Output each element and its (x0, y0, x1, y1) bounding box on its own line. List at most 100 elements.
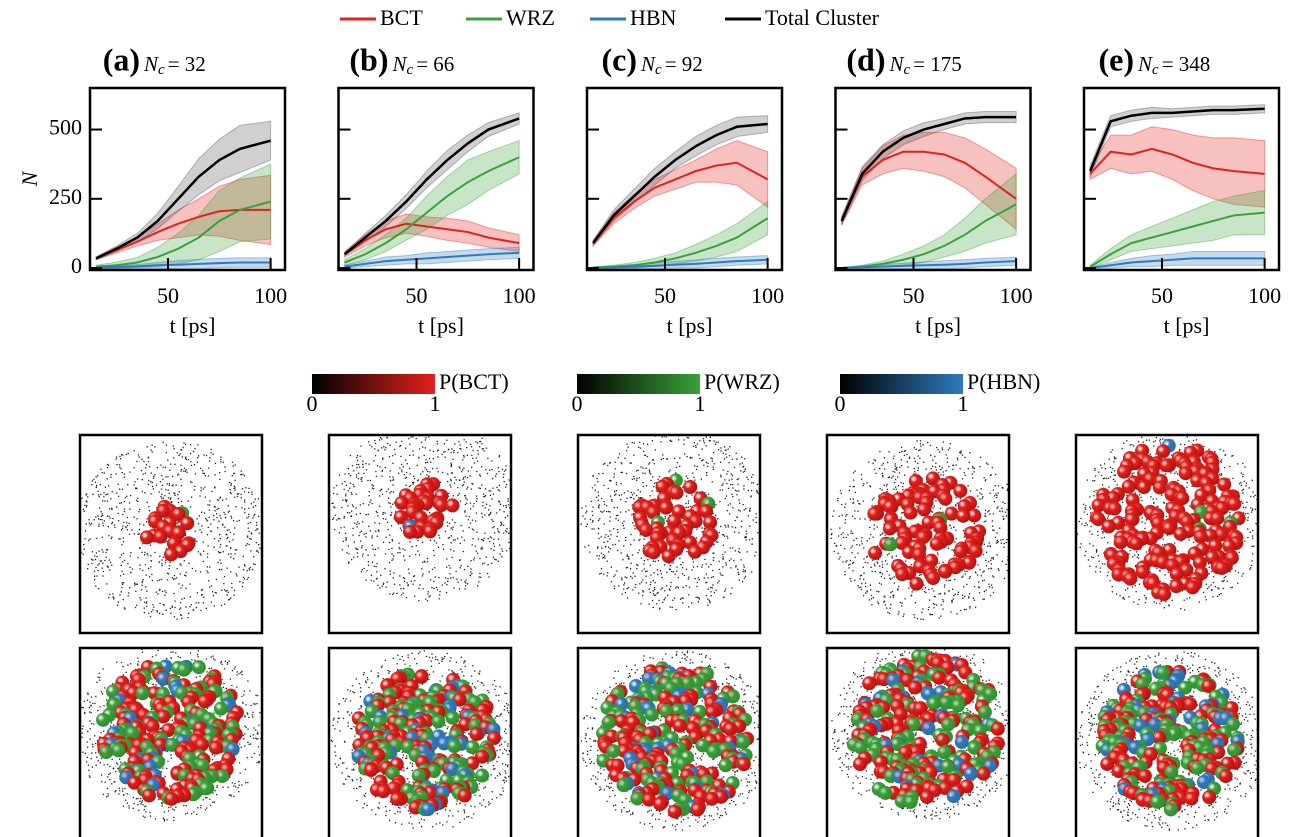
solvent-dot (688, 576, 690, 578)
solvent-dot (458, 440, 460, 443)
solvent-dot (242, 582, 244, 584)
solvent-dot (1229, 511, 1231, 514)
solvent-dot (158, 612, 161, 614)
solvent-dot (386, 581, 388, 583)
solvent-dot (900, 481, 902, 484)
solvent-dot (404, 549, 406, 551)
atom (1121, 479, 1136, 494)
solvent-dot (116, 463, 118, 466)
solvent-dot (1001, 560, 1004, 562)
solvent-dot (1223, 450, 1225, 452)
series-line (343, 117, 520, 256)
solvent-dot (706, 465, 709, 468)
solvent-dot (741, 462, 743, 464)
solvent-dot (1180, 540, 1183, 542)
solvent-dot (123, 521, 125, 524)
solvent-dot (1241, 575, 1243, 577)
solvent-dot (168, 492, 170, 495)
y-tick-label: 500 (49, 115, 82, 140)
solvent-dot (979, 498, 981, 500)
solvent-dot (250, 532, 252, 534)
solvent-dot (1188, 440, 1190, 442)
solvent-dot (657, 573, 659, 576)
solvent-dot (657, 591, 659, 594)
solvent-dot (207, 553, 209, 555)
solvent-dot (947, 449, 950, 451)
solvent-dot (707, 598, 709, 600)
atom (1159, 458, 1174, 473)
solvent-dot (740, 526, 742, 528)
solvent-dot (710, 457, 712, 459)
solvent-dot (608, 546, 610, 549)
solvent-dot (212, 591, 214, 593)
solvent-dot (901, 605, 903, 607)
solvent-dot (1084, 508, 1087, 511)
solvent-dot (938, 593, 940, 595)
solvent-dot (224, 513, 226, 515)
solvent-dot (650, 574, 652, 576)
solvent-dot (433, 554, 435, 557)
solvent-dot (971, 473, 973, 475)
solvent-dot (1107, 571, 1109, 573)
solvent-dot (391, 511, 393, 514)
solvent-dot (370, 499, 372, 501)
solvent-dot (169, 561, 171, 563)
solvent-dot (896, 466, 898, 469)
solvent-dot (391, 540, 394, 542)
solvent-dot (733, 466, 736, 469)
solvent-dot (209, 566, 211, 568)
solvent-dot (100, 515, 103, 517)
solvent-dot (195, 602, 197, 604)
solvent-dot (243, 508, 246, 510)
solvent-dot (591, 528, 593, 530)
solvent-dot (109, 508, 111, 510)
solvent-dot (167, 573, 170, 575)
solvent-dot (191, 481, 193, 484)
solvent-dot (516, 524, 517, 525)
solvent-dot (607, 464, 609, 467)
solvent-dot (481, 484, 483, 486)
solvent-dot (251, 568, 254, 571)
solvent-dot (681, 597, 683, 599)
solvent-dot (492, 477, 494, 480)
solvent-dot (214, 486, 216, 488)
solvent-dot (452, 495, 455, 497)
solvent-dot (169, 469, 171, 471)
solvent-dot (860, 478, 863, 480)
solvent-dot (642, 472, 644, 474)
solvent-dot (187, 500, 189, 502)
solvent-dot (705, 472, 708, 474)
solvent-dot (913, 473, 915, 475)
solvent-dot (968, 461, 970, 463)
solvent-dot (414, 553, 417, 556)
solvent-dot (493, 545, 496, 547)
solvent-dot (705, 445, 707, 447)
solvent-dot (606, 510, 608, 513)
snapshot-frame (825, 433, 1011, 635)
solvent-dot (940, 615, 942, 617)
solvent-dot (891, 590, 894, 593)
solvent-dot (168, 482, 171, 485)
solvent-dot (479, 446, 481, 448)
solvent-dot (605, 505, 608, 507)
solvent-dot (930, 468, 932, 470)
solvent-dot (666, 458, 668, 460)
solvent-dot (1216, 595, 1219, 597)
solvent-dot (392, 476, 394, 478)
solvent-dot (1165, 503, 1168, 505)
error-band (95, 174, 272, 261)
solvent-dot (190, 604, 192, 606)
solvent-dot (764, 544, 765, 545)
solvent-dot (190, 496, 193, 498)
x-tick-label: 100 (503, 283, 536, 308)
solvent-dot (985, 565, 988, 567)
solvent-dot (623, 588, 625, 590)
solvent-dot (389, 502, 391, 505)
solvent-dot (1177, 550, 1179, 552)
solvent-dot (462, 550, 464, 553)
solvent-dot (145, 521, 148, 523)
solvent-dot (147, 460, 150, 463)
solvent-dot (485, 469, 487, 471)
atom (956, 508, 971, 523)
solvent-dot (747, 478, 749, 481)
